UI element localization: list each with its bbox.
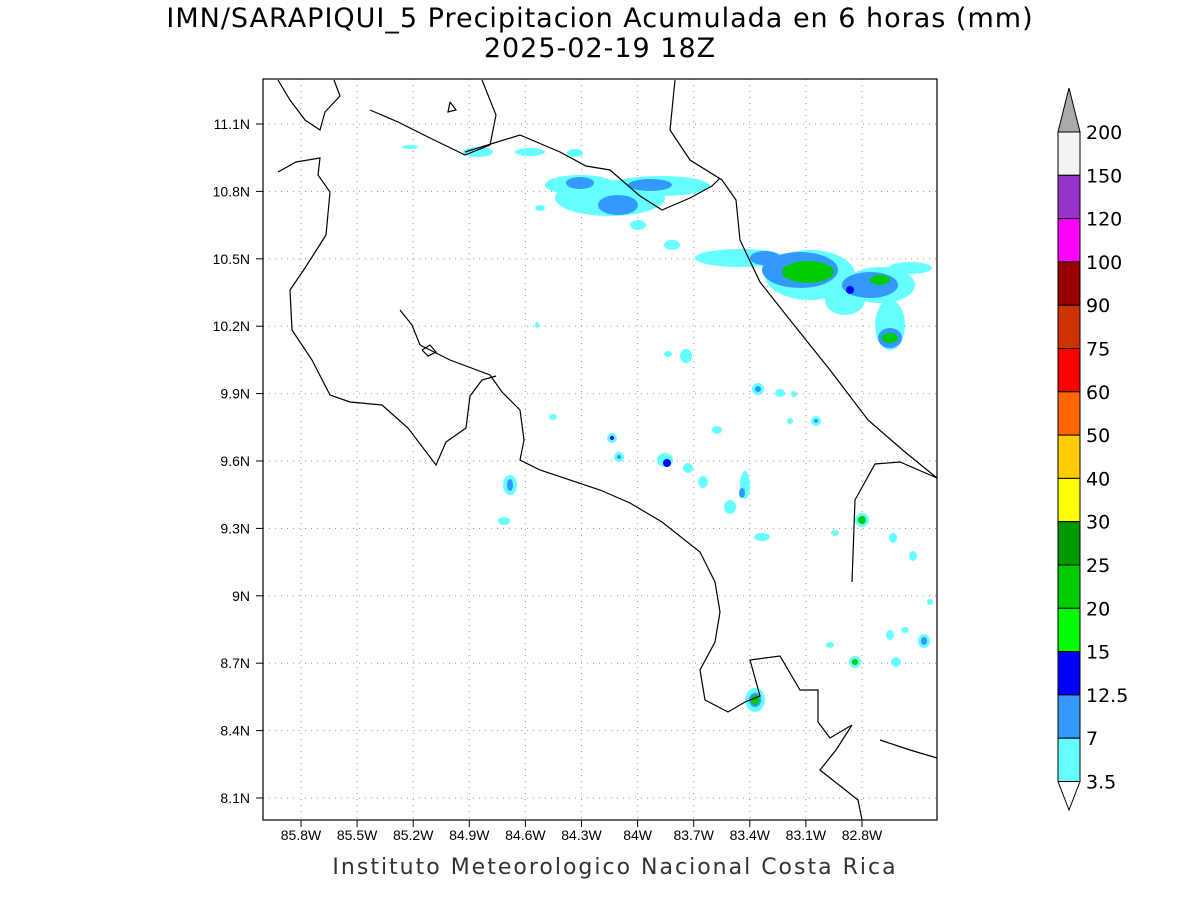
colorbar-label: 60 xyxy=(1086,382,1110,404)
footer-credit: Instituto Meteorologico Nacional Costa R… xyxy=(332,855,898,880)
colorbar-swatch xyxy=(1057,261,1081,306)
colorbar-swatch xyxy=(1057,348,1081,393)
colorbar-label: 7 xyxy=(1086,728,1098,750)
lat-tick-label: 9.6N xyxy=(220,453,250,469)
colorbar-label: 15 xyxy=(1086,642,1110,664)
colorbar-swatch xyxy=(1057,434,1081,479)
colorbar-swatch xyxy=(1057,174,1081,220)
coastlines-borders xyxy=(277,79,938,821)
colorbar-label: 25 xyxy=(1086,555,1110,577)
colorbar-under-triangle xyxy=(1057,781,1081,812)
colorbar-swatch xyxy=(1057,218,1081,263)
lat-tick-label: 10.5N xyxy=(213,251,250,267)
lon-tick-label: 84.6W xyxy=(505,827,546,843)
precipitation-fields xyxy=(402,145,933,712)
colorbar-swatch xyxy=(1057,131,1081,176)
map-frame xyxy=(262,78,938,821)
colorbar-label: 12.5 xyxy=(1086,685,1128,707)
colorbar-label: 3.5 xyxy=(1086,772,1116,794)
lat-tick-label: 10.8N xyxy=(213,183,250,199)
colorbar-label: 30 xyxy=(1086,512,1110,534)
lat-tick-label: 9.9N xyxy=(220,386,250,402)
lon-tick-label: 82.8W xyxy=(842,827,883,843)
lon-tick-label: 85.8W xyxy=(281,827,322,843)
colorbar-label: 120 xyxy=(1086,209,1122,231)
colorbar-swatch xyxy=(1057,651,1081,696)
colorbar-label: 90 xyxy=(1086,295,1110,317)
colorbar-swatch xyxy=(1057,694,1081,739)
lon-tick-label: 85.5W xyxy=(337,827,378,843)
colorbar-swatch xyxy=(1057,564,1081,609)
lat-tick-label: 8.7N xyxy=(220,655,250,671)
lon-tick-label: 85.2W xyxy=(393,827,434,843)
colorbar-over-triangle xyxy=(1057,87,1081,133)
colorbar-swatch xyxy=(1057,521,1081,566)
lat-tick-label: 8.1N xyxy=(220,790,250,806)
colorbar-swatch xyxy=(1057,391,1081,436)
colorbar-label: 75 xyxy=(1086,339,1110,361)
lat-tick-label: 9.3N xyxy=(220,520,250,536)
lon-tick-label: 84.3W xyxy=(561,827,602,843)
colorbar-label: 40 xyxy=(1086,468,1110,490)
colorbar-swatch xyxy=(1057,607,1081,653)
lon-tick-label: 83.1W xyxy=(786,827,827,843)
lat-tick-label: 10.2N xyxy=(213,318,250,334)
colorbar-swatch xyxy=(1057,737,1081,783)
lon-tick-label: 83.4W xyxy=(730,827,771,843)
lon-tick-label: 83.7W xyxy=(673,827,714,843)
colorbar-label: 100 xyxy=(1086,252,1122,274)
colorbar-label: 150 xyxy=(1086,165,1122,187)
colorbar: 200 150 120 100 90 75 60 50 40 30 25 20 15 12.5 7 3.5 xyxy=(1057,87,1128,812)
lat-tick-label: 8.4N xyxy=(220,723,250,739)
lon-tick-label: 84.9W xyxy=(449,827,490,843)
colorbar-label: 20 xyxy=(1086,598,1110,620)
map-subtitle: 2025-02-19 18Z xyxy=(483,33,717,64)
colorbar-swatch xyxy=(1057,304,1081,350)
lat-tick-label: 9N xyxy=(232,588,250,604)
colorbar-label: 200 xyxy=(1086,122,1122,144)
lat-tick-label: 11.1N xyxy=(214,116,250,132)
lon-tick-label: 84W xyxy=(623,827,653,843)
map-title: IMN/SARAPIQUI_5 Precipitacion Acumulada … xyxy=(166,3,1034,34)
colorbar-swatch xyxy=(1057,477,1081,523)
axes: 11.1N 10.8N 10.5N 10.2N 9.9N 9.6N 9.3N 9N 8.7N 8.… xyxy=(213,116,883,843)
colorbar-label: 50 xyxy=(1086,425,1110,447)
